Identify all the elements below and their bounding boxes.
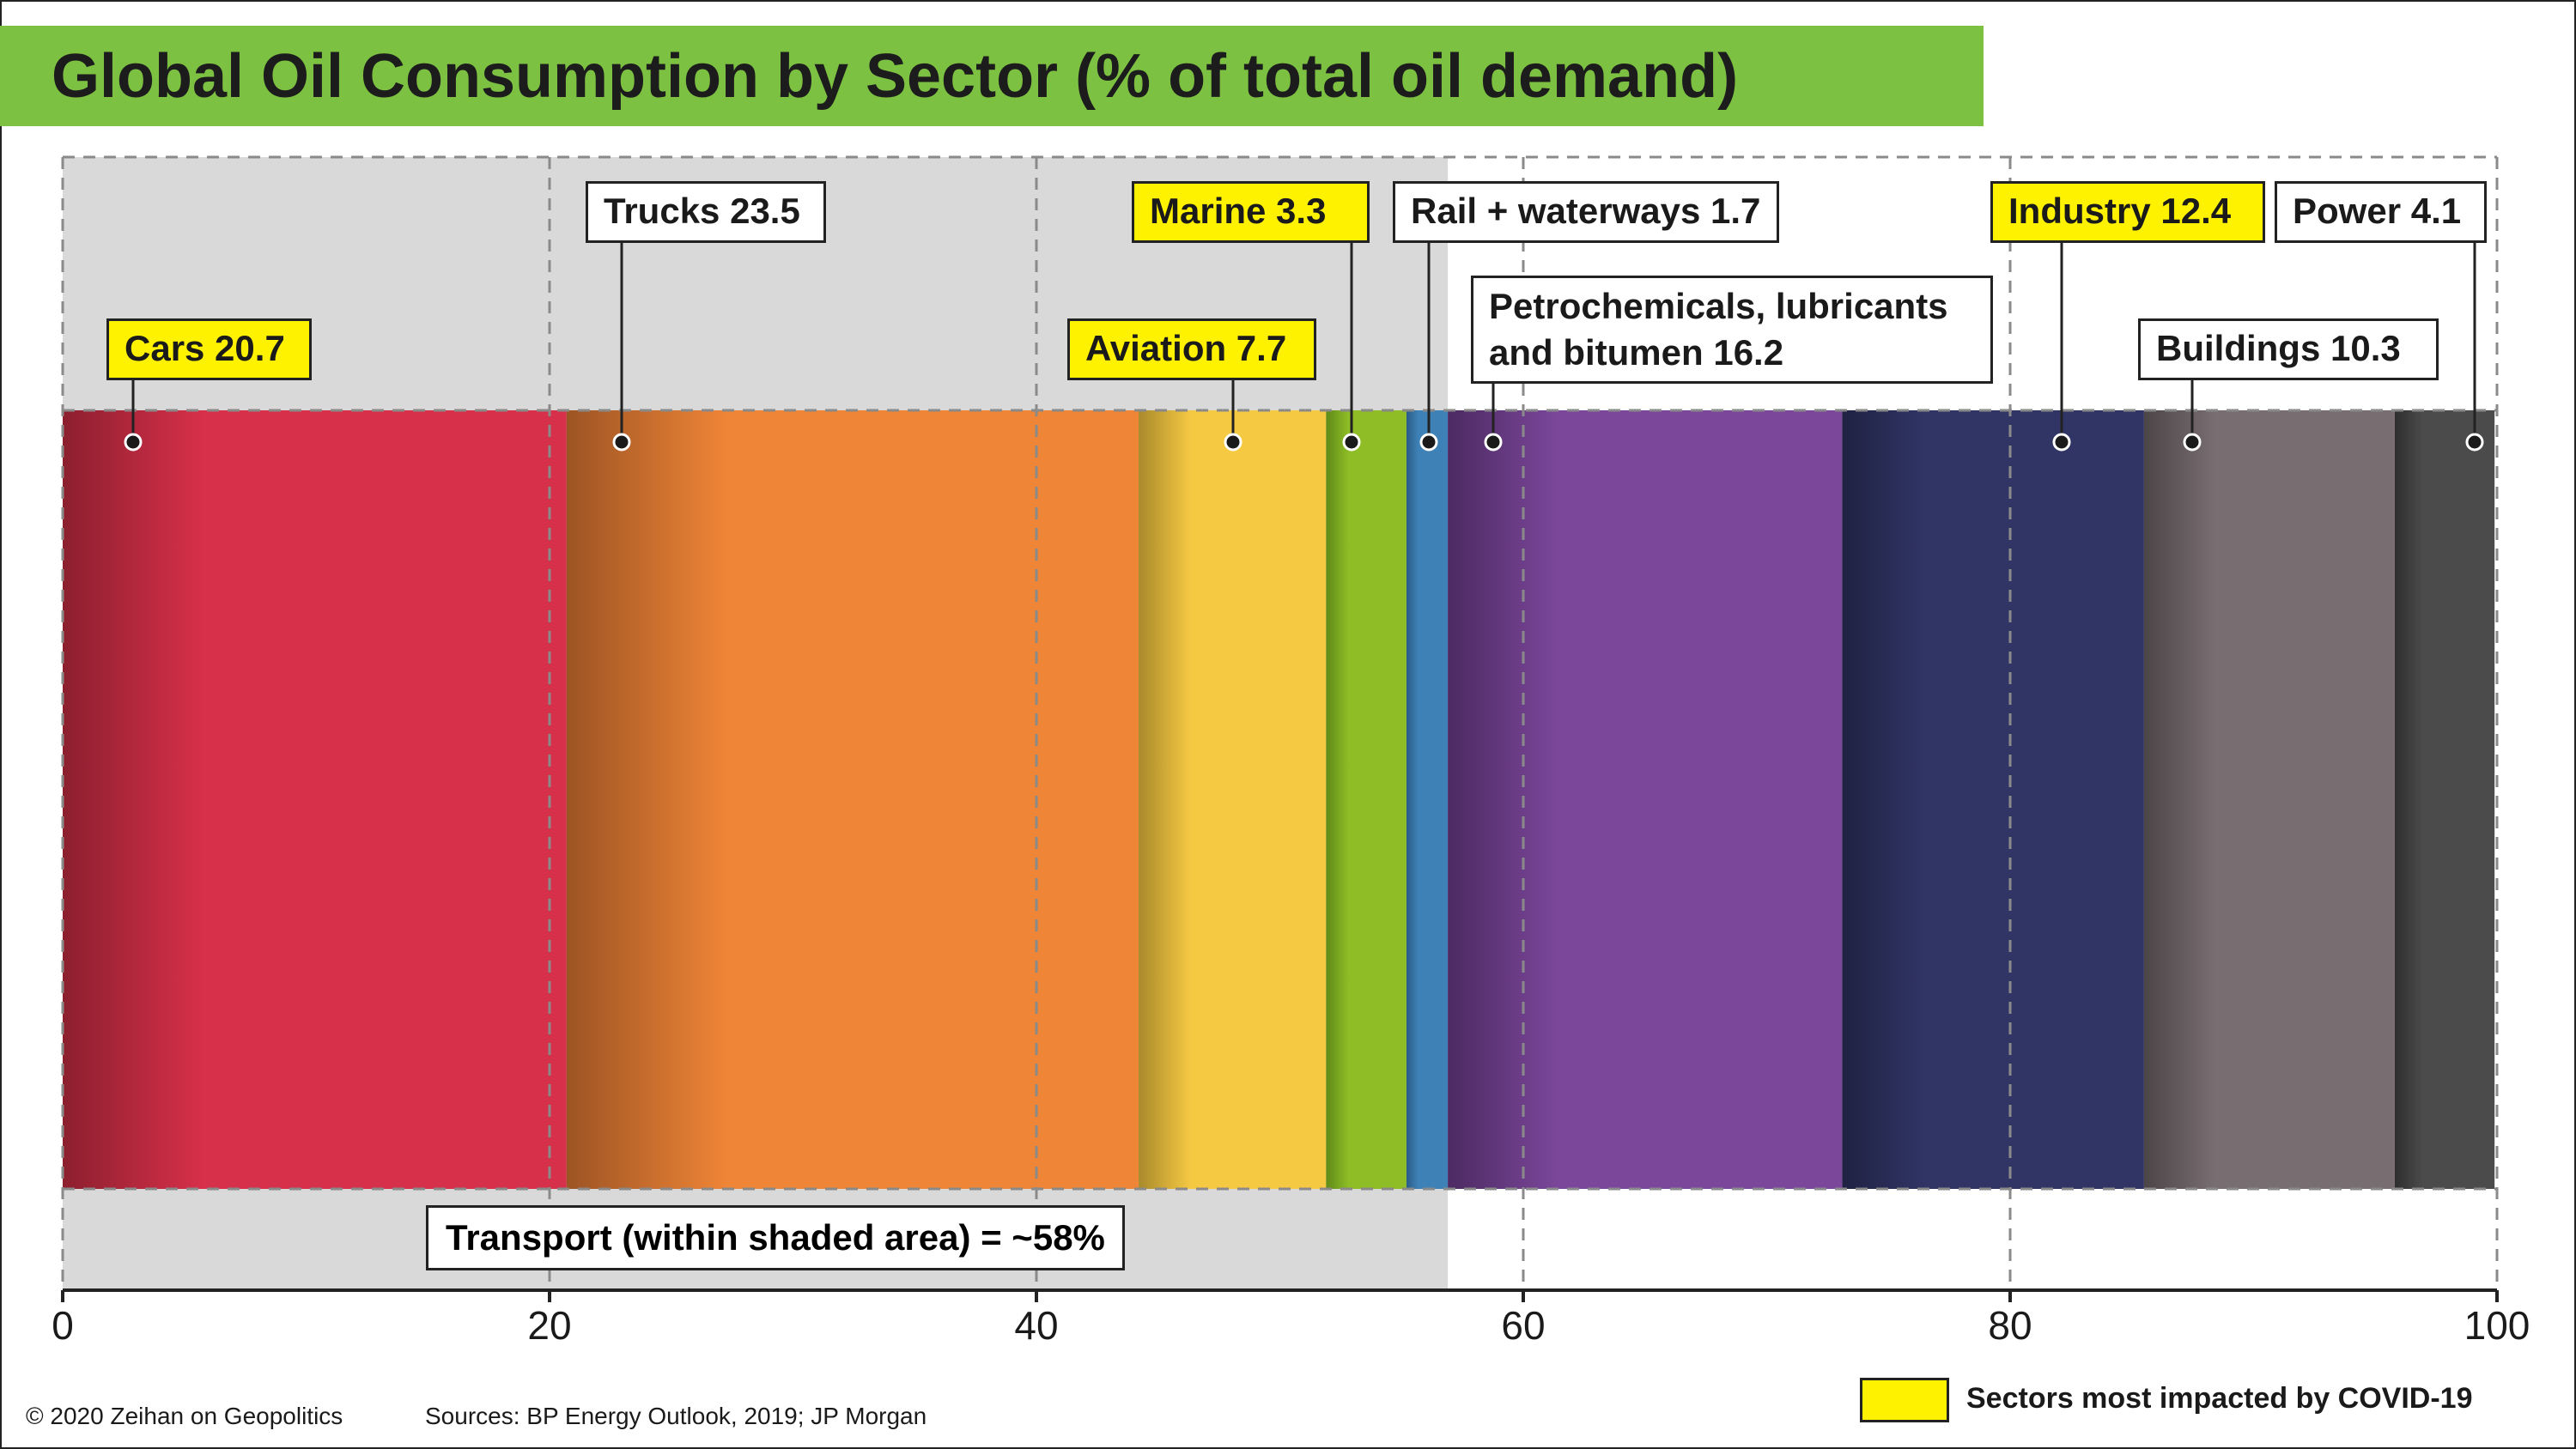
x-tick-label-40: 40 <box>1014 1303 1058 1348</box>
bar-segment-industry <box>1842 410 2144 1189</box>
label-aviation: Aviation 7.7 <box>1067 318 1316 380</box>
x-tick-label-60: 60 <box>1501 1303 1545 1348</box>
x-tick-label-20: 20 <box>527 1303 571 1348</box>
bar-segment-aviation <box>1139 410 1327 1189</box>
bar-segment-petrochemicals-lubricants-and-bitumen <box>1448 410 1843 1189</box>
legend-swatch <box>1860 1378 1949 1422</box>
x-tick-label-80: 80 <box>1988 1303 2032 1348</box>
x-tick-label-0: 0 <box>52 1303 74 1348</box>
leader-dot-industry <box>2052 433 2071 452</box>
leader-dot-trucks <box>612 433 631 452</box>
leader-dot-aviation <box>1224 433 1242 452</box>
bar-segment-marine <box>1326 410 1406 1189</box>
leader-dot-power <box>2465 433 2484 452</box>
label-trucks: Trucks 23.5 <box>586 181 826 243</box>
title-bar <box>0 26 1984 126</box>
label-petrochemicals-lubricants-and-bitumen-line-0: Petrochemicals, lubricants <box>1489 286 1948 326</box>
label-industry: Industry 12.4 <box>1990 181 2265 243</box>
copyright-text: © 2020 Zeihan on Geopolitics <box>26 1403 343 1429</box>
label-marine: Marine 3.3 <box>1132 181 1370 243</box>
legend-label: Sectors most impacted by COVID-19 <box>1966 1382 2473 1415</box>
label-buildings: Buildings 10.3 <box>2138 318 2439 380</box>
leader-dot-cars <box>124 433 143 452</box>
bar-segment-rail-waterways <box>1406 410 1449 1189</box>
leader-dot-rail-waterways <box>1419 433 1438 452</box>
x-tick-label-100: 100 <box>2464 1303 2530 1348</box>
bar-segment-power <box>2394 410 2495 1189</box>
transport-annotation: Transport (within shaded area) = ~58% <box>426 1205 1125 1270</box>
label-cars: Cars 20.7 <box>106 318 312 380</box>
label-power: Power 4.1 <box>2275 181 2487 243</box>
label-rail-waterways: Rail + waterways 1.7 <box>1393 181 1779 243</box>
label-petrochemicals-lubricants-and-bitumen-line-1: and bitumen 16.2 <box>1489 332 1784 373</box>
leader-dot-buildings <box>2183 433 2202 452</box>
chart-title: Global Oil Consumption by Sector (% of t… <box>52 42 1739 111</box>
bar-segment-cars <box>63 410 567 1189</box>
leader-dot-petrochemicals-lubricants-and-bitumen <box>1484 433 1503 452</box>
label-petrochemicals-lubricants-and-bitumen: Petrochemicals, lubricants and bitumen 16… <box>1471 276 1993 384</box>
sources-text: Sources: BP Energy Outlook, 2019; JP Mor… <box>425 1403 927 1429</box>
bar-segment-buildings <box>2143 410 2395 1189</box>
bar-segment-trucks <box>566 410 1139 1189</box>
leader-dot-marine <box>1342 433 1361 452</box>
